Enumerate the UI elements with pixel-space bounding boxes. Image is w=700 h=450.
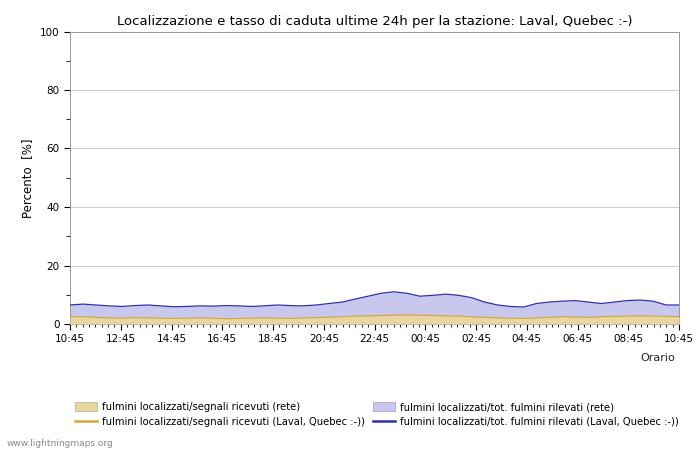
Text: www.lightningmaps.org: www.lightningmaps.org bbox=[7, 439, 113, 448]
Legend: fulmini localizzati/segnali ricevuti (rete), fulmini localizzati/segnali ricevut: fulmini localizzati/segnali ricevuti (re… bbox=[75, 402, 678, 427]
Y-axis label: Percento  [%]: Percento [%] bbox=[22, 138, 34, 217]
Title: Localizzazione e tasso di caduta ultime 24h per la stazione: Laval, Quebec :-): Localizzazione e tasso di caduta ultime … bbox=[117, 14, 632, 27]
Text: Orario: Orario bbox=[640, 353, 676, 363]
